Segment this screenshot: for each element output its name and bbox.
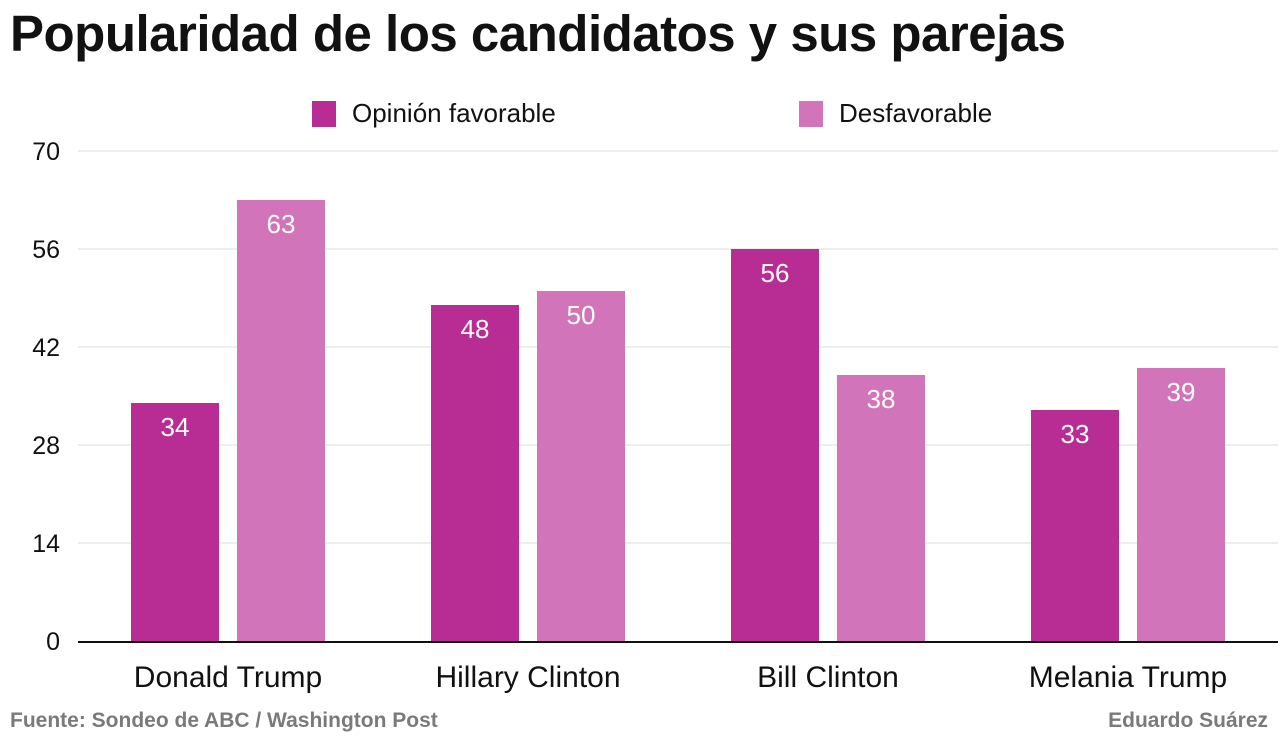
bar-favorable [131,403,219,641]
bar-unfavorable [237,200,325,641]
bar-value-label: 39 [1167,377,1196,407]
bar-favorable [431,305,519,641]
author-credit: Eduardo Suárez [1108,709,1268,732]
legend-item-favorable: Opinión favorable [312,98,556,129]
x-category-label: Donald Trump [134,661,322,694]
bar-value-label: 38 [867,384,896,414]
bar-unfavorable [837,375,925,641]
y-tick-label: 14 [32,530,60,558]
x-category-label: Hillary Clinton [435,661,620,694]
bar-value-label: 34 [161,412,190,442]
chart-title: Popularidad de los candidatos y sus pare… [10,5,1066,62]
bar-unfavorable [537,291,625,641]
bar-value-label: 48 [461,314,490,344]
bar-value-label: 56 [761,258,790,288]
bar-favorable [1031,410,1119,641]
bar-value-label: 33 [1061,419,1090,449]
bar-value-label: 50 [567,300,596,330]
source-credit: Fuente: Sondeo de ABC / Washington Post [10,709,438,732]
legend-swatch-favorable [312,100,336,127]
y-tick-label: 28 [32,432,60,460]
bar-value-label: 63 [267,209,296,239]
y-tick-label: 56 [32,236,60,264]
bar-unfavorable [1137,368,1225,641]
legend-swatch-unfavorable [799,100,823,127]
y-tick-label: 42 [32,334,60,362]
bar-favorable [731,249,819,641]
x-category-label: Bill Clinton [757,661,899,694]
x-category-label: Melania Trump [1029,661,1227,694]
legend-item-unfavorable: Desfavorable [799,98,992,129]
y-tick-label: 0 [46,628,60,656]
legend: Opinión favorable Desfavorable [0,98,1280,130]
legend-label-unfavorable: Desfavorable [839,98,993,128]
legend-label-favorable: Opinión favorable [352,98,556,128]
y-tick-label: 70 [32,138,60,166]
